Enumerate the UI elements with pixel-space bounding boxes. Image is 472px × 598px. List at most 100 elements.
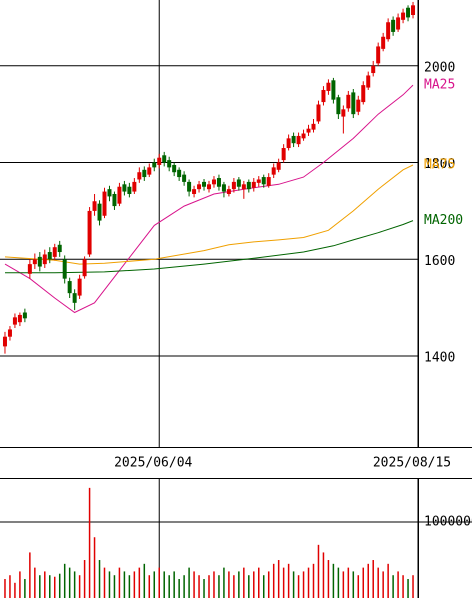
volume-bar bbox=[392, 575, 394, 598]
candle-body bbox=[47, 252, 52, 260]
volume-bar bbox=[228, 571, 230, 598]
candle-body bbox=[92, 201, 97, 211]
candle-body bbox=[316, 104, 321, 122]
volume-bar bbox=[272, 563, 275, 598]
volume-bar bbox=[362, 567, 365, 598]
y-tick-label: 1600 bbox=[424, 254, 455, 269]
candle-body bbox=[7, 329, 12, 337]
candle-body bbox=[17, 314, 22, 323]
volume-bar bbox=[233, 575, 235, 598]
volume-bar bbox=[357, 575, 360, 598]
x-tick-label: 2025/06/04 bbox=[114, 456, 192, 471]
candle-body bbox=[356, 99, 361, 112]
volume-bar bbox=[307, 567, 310, 598]
volume-bar bbox=[332, 563, 335, 598]
candle-body bbox=[376, 46, 381, 64]
volume-bar bbox=[208, 575, 210, 598]
volume-bar bbox=[397, 571, 399, 598]
volume-bar bbox=[412, 575, 414, 598]
candle-body bbox=[207, 184, 211, 190]
candle-body bbox=[341, 109, 346, 117]
x-tick-label: 2025/08/15 bbox=[373, 456, 451, 471]
volume-bar bbox=[153, 571, 156, 598]
candle-body bbox=[281, 148, 286, 161]
candle-body bbox=[366, 75, 371, 88]
volume-bar bbox=[198, 575, 200, 598]
y-tick-label: 1800 bbox=[424, 157, 455, 172]
volume-bar bbox=[138, 567, 141, 598]
volume-bar bbox=[128, 575, 131, 598]
candle-body bbox=[226, 189, 231, 194]
candle-body bbox=[321, 89, 326, 103]
volume-bar bbox=[347, 567, 350, 598]
volume-bar bbox=[34, 567, 36, 598]
volume-bar bbox=[342, 571, 345, 598]
candle-body bbox=[187, 181, 192, 192]
volume-bar bbox=[58, 573, 61, 598]
candle-body bbox=[177, 169, 182, 178]
candle-body bbox=[57, 244, 62, 253]
volume-bar bbox=[372, 560, 374, 598]
volume-bar bbox=[377, 567, 379, 598]
candle-body bbox=[97, 203, 102, 221]
candle-body bbox=[401, 12, 406, 20]
candle-body bbox=[42, 254, 47, 265]
volume-bar bbox=[292, 571, 295, 598]
volume-bar bbox=[382, 571, 384, 598]
candle-body bbox=[246, 181, 251, 190]
volume-bar bbox=[223, 567, 225, 598]
candle-body bbox=[211, 179, 216, 185]
ma-line bbox=[5, 220, 414, 274]
legend-label: MA25 bbox=[424, 78, 455, 93]
volume-bar bbox=[312, 563, 315, 598]
candle-body bbox=[231, 181, 236, 190]
candle-body bbox=[167, 160, 172, 168]
volume-bar bbox=[367, 563, 369, 598]
volume-bar bbox=[148, 575, 151, 598]
volume-bar bbox=[183, 575, 185, 598]
candle-body bbox=[32, 259, 37, 265]
candle-body bbox=[72, 293, 77, 303]
volume-bar bbox=[218, 575, 220, 598]
volume-bar bbox=[73, 571, 76, 598]
candle-body bbox=[261, 177, 266, 185]
volume-bar bbox=[302, 571, 305, 598]
volume-bar bbox=[9, 575, 11, 598]
candle-body bbox=[152, 162, 157, 168]
candle-body bbox=[12, 317, 17, 325]
candle-body bbox=[77, 278, 82, 296]
volume-bar bbox=[113, 575, 116, 598]
volume-bar bbox=[98, 560, 101, 598]
candle-body bbox=[381, 36, 386, 49]
y-tick-label: 2000 bbox=[424, 60, 455, 75]
volume-bar bbox=[287, 563, 290, 598]
y-tick-label: 1400 bbox=[424, 351, 455, 366]
candle-body bbox=[266, 177, 271, 186]
volume-bar bbox=[68, 567, 71, 598]
volume-bar bbox=[143, 563, 146, 598]
volume-tick-label: 1000000 bbox=[424, 515, 472, 530]
candle-body bbox=[197, 184, 202, 190]
volume-bar bbox=[322, 552, 325, 598]
candle-body bbox=[52, 247, 57, 257]
volume-bar bbox=[83, 560, 86, 598]
candle-body bbox=[276, 162, 281, 170]
candle-body bbox=[2, 336, 7, 347]
candle-body bbox=[127, 186, 132, 194]
candle-body bbox=[112, 193, 117, 207]
candle-body bbox=[391, 19, 396, 32]
volume-bar bbox=[267, 571, 270, 598]
candle-body bbox=[301, 133, 306, 139]
volume-bar bbox=[133, 571, 136, 598]
volume-bar bbox=[24, 579, 26, 598]
legend-label: MA75 bbox=[424, 157, 455, 172]
volume-bar bbox=[178, 579, 180, 598]
candle-body bbox=[326, 82, 331, 91]
candle-body bbox=[132, 181, 137, 192]
candle-body bbox=[311, 123, 316, 130]
candle-body bbox=[202, 181, 207, 187]
volume-bar bbox=[317, 544, 320, 598]
candle-body bbox=[331, 80, 336, 100]
volume-bar bbox=[63, 563, 66, 598]
